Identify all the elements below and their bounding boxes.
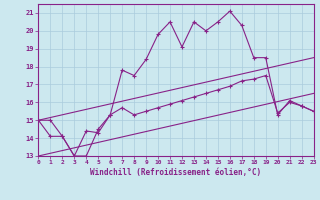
X-axis label: Windchill (Refroidissement éolien,°C): Windchill (Refroidissement éolien,°C) xyxy=(91,168,261,177)
